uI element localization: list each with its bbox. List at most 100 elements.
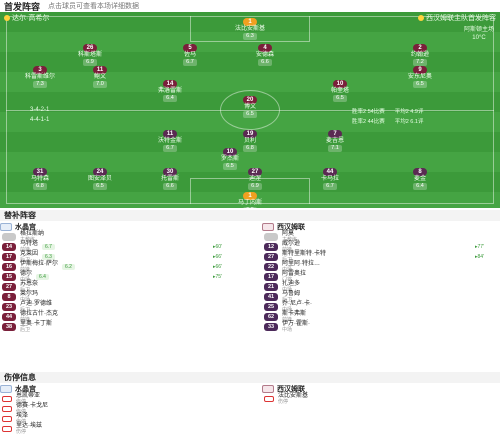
sub-rating: 6.4 bbox=[36, 274, 49, 280]
sub-number: 27 bbox=[264, 253, 278, 261]
sub-number: 27 bbox=[2, 283, 16, 291]
home-sub-row[interactable]: 14 马特塔 前锋 6.7 ▸60' bbox=[0, 241, 250, 253]
player-name: 法比安斯基 bbox=[234, 26, 265, 32]
sub-number: 23 bbox=[2, 303, 16, 311]
home-player[interactable]: 4 安德森 6.6 bbox=[237, 44, 293, 66]
home-inj-head: 水晶宫 bbox=[0, 383, 250, 394]
player-name: 弗洛雷斯 bbox=[157, 88, 182, 94]
sub-number: 41 bbox=[264, 293, 278, 301]
away-player[interactable]: 44 卡马拉 6.7 bbox=[302, 168, 358, 190]
home-sub-row[interactable]: 23 卢迪·罗德维 后卫 bbox=[0, 301, 250, 313]
home-sub-row[interactable]: 17 克莱因 后卫 6.3 ▸66' bbox=[0, 251, 250, 263]
away-subs-team: 西汉姆联 bbox=[277, 223, 305, 231]
home-player[interactable]: 14 弗洛雷斯 6.4 bbox=[142, 80, 198, 102]
home-player[interactable]: 9 安东尼奥 6.5 bbox=[392, 66, 448, 88]
player-rating: 6.7 bbox=[183, 59, 197, 66]
player-rating: 6.9 bbox=[248, 183, 262, 190]
sub-name: 扎迪多 bbox=[282, 281, 301, 287]
player-rating: 6.5 bbox=[223, 163, 237, 170]
home-subs: 水晶宫 格拉斯纳 主教练 14 马特塔 前锋 6.7 ▸60' 17 克莱因 后卫 6.3 ▸66' 1… bbox=[0, 221, 250, 333]
sub-name: 克莱因 bbox=[20, 251, 39, 257]
home-sub-row[interactable]: 16 伊斯梅拉·萨尔 前锋 6.2 ▸66' bbox=[0, 261, 250, 273]
away-injury-row[interactable]: 法比安斯基 伤停 bbox=[262, 393, 500, 405]
away-team-tag[interactable]: 西汉姆联主队首发阵容 bbox=[418, 13, 496, 23]
player-rating: 7.2 bbox=[413, 59, 427, 66]
away-sub-row[interactable]: 12 威尔逊 前锋 ▸77' bbox=[262, 241, 500, 253]
subs-section: 替补阵容 水晶宫 格拉斯纳 主教练 14 马特塔 前锋 6.7 ▸60' 17 克莱因 后卫 6.3… bbox=[0, 210, 500, 371]
away-player[interactable]: 31 马特森 6.8 bbox=[12, 168, 68, 190]
sub-minute: ▸60' bbox=[212, 244, 222, 250]
home-player[interactable]: 1 法比安斯基 6.3 bbox=[222, 18, 278, 40]
sub-name: 伊万·霍斯· bbox=[282, 321, 310, 327]
shirt-number: 31 bbox=[33, 168, 47, 176]
player-rating: 6.7 bbox=[163, 145, 177, 152]
home-sub-row[interactable]: 15 德尔 中场 6.4 ▸75' bbox=[0, 271, 250, 283]
sub-position: 主教练 bbox=[282, 237, 298, 243]
sub-number bbox=[264, 233, 278, 241]
away-team-logo-icon bbox=[262, 384, 274, 393]
away-player[interactable]: 24 图安泽贝 6.5 bbox=[72, 168, 128, 190]
home-player[interactable]: 5 佐马 6.7 bbox=[162, 44, 218, 66]
home-sub-row[interactable]: 格拉斯纳 主教练 bbox=[0, 231, 250, 243]
home-player[interactable]: 2 约翰逊 7.2 bbox=[392, 44, 448, 66]
player-name: 沃特金斯 bbox=[157, 138, 182, 144]
away-player[interactable]: 7 麦吉恩 7.1 bbox=[307, 130, 363, 152]
away-sub-row[interactable]: 阿莫 主教练 bbox=[262, 231, 500, 243]
sub-position: 后卫 bbox=[20, 327, 31, 333]
away-sub-row[interactable]: 62 斯卡弗斯 前锋 bbox=[262, 311, 500, 323]
home-player[interactable]: 11 鲍文 7.0 bbox=[72, 66, 128, 88]
away-player[interactable]: 8 麦金 6.4 bbox=[392, 168, 448, 190]
away-sub-row[interactable]: 25 乔·尼卢·卡· 中场 bbox=[262, 301, 500, 313]
player-rating: 6.9 bbox=[83, 59, 97, 66]
away-sub-row[interactable]: 22 阿里阿·特拉… 中场 bbox=[262, 261, 500, 273]
away-sub-row[interactable]: 21 扎迪多 中场 bbox=[262, 281, 500, 293]
away-player[interactable]: 27 迪涅 6.9 bbox=[227, 168, 283, 190]
away-player[interactable]: 11 沃特金斯 6.7 bbox=[142, 130, 198, 152]
home-player[interactable]: 20 博文 6.5 bbox=[222, 96, 278, 118]
home-team-logo-icon bbox=[0, 222, 12, 231]
home-player[interactable]: 26 科斯塔斯 6.9 bbox=[62, 44, 118, 66]
away-player[interactable]: 10 罗杰斯 6.5 bbox=[202, 148, 258, 170]
home-sub-row[interactable]: 38 里奥·卡丁斯 后卫 bbox=[0, 321, 250, 333]
lineup-header: 首发阵容 点击球员可查看本场详细数据 bbox=[0, 0, 500, 12]
player-name: 迪涅 bbox=[248, 176, 261, 182]
player-name: 马丁内斯 bbox=[237, 200, 262, 206]
home-sub-row[interactable]: 44 德拉古什·杰克 前锋 bbox=[0, 311, 250, 323]
shirt-number: 8 bbox=[413, 168, 427, 176]
player-name: 佐马 bbox=[183, 52, 196, 58]
subs-title: 替补阵容 bbox=[0, 210, 500, 221]
home-injury-row[interactable]: 恩凯蒂亚 伤停 bbox=[0, 393, 250, 405]
injury-status: 伤停 bbox=[16, 429, 27, 435]
sub-name: 威尔逊 bbox=[282, 241, 301, 247]
player-rating: 6.6 bbox=[258, 59, 272, 66]
away-sub-row[interactable]: 33 伊万·霍斯· 中场 bbox=[262, 321, 500, 333]
home-player[interactable]: 3 科雷斯维尔 7.3 bbox=[12, 66, 68, 88]
home-team-tag[interactable]: 达尔·高希尔 bbox=[4, 13, 49, 23]
pitch-topbar: 达尔·高希尔 西汉姆联主队首发阵容 bbox=[0, 12, 500, 24]
away-formation-name: 4-4-1-1 bbox=[30, 117, 50, 123]
away-player[interactable]: 19 贝利 6.8 bbox=[222, 130, 278, 152]
home-sub-row[interactable]: 27 苏恩奈 后卫 bbox=[0, 281, 250, 293]
shirt-number: 9 bbox=[413, 66, 427, 74]
shirt-number: 1 bbox=[243, 18, 257, 26]
home-sub-row[interactable]: 8 莱尔玛 中场 bbox=[0, 291, 250, 303]
away-injuries: 西汉姆联 法比安斯基 伤停 bbox=[262, 383, 500, 405]
away-player[interactable]: 1马丁内斯6.9 bbox=[222, 192, 278, 208]
home-injury-row[interactable]: 里达·埃兹 伤停 bbox=[0, 423, 250, 435]
player-rating: 7.3 bbox=[33, 81, 47, 88]
shirt-number: 3 bbox=[33, 66, 47, 74]
away-sub-row[interactable]: 17 阿雷奥拉 门将 bbox=[262, 271, 500, 283]
sub-position: 中场 bbox=[282, 287, 293, 293]
sub-name: 德拉古什·杰克 bbox=[20, 311, 58, 317]
home-player[interactable]: 10 帕奎塔 6.5 bbox=[312, 80, 368, 102]
home-injury-row[interactable]: 德赛·卡戈尼 伤停 bbox=[0, 403, 250, 415]
sub-position: 中场 bbox=[20, 297, 31, 303]
home-formation-name: 3-4-2-1 bbox=[30, 107, 50, 113]
home-injury-row[interactable]: 埃泽 伤停 bbox=[0, 413, 250, 425]
player-rating: 6.5 bbox=[333, 95, 347, 102]
sub-position: 后卫 bbox=[20, 307, 31, 313]
away-sub-row[interactable]: 27 斯特里斯特·卡特 后卫 ▸84' bbox=[262, 251, 500, 263]
home-inj-team: 水晶宫 bbox=[15, 385, 36, 393]
away-sub-row[interactable]: 41 马鲁姆 后卫 bbox=[262, 291, 500, 303]
away-player[interactable]: 30 托雷斯 6.6 bbox=[142, 168, 198, 190]
